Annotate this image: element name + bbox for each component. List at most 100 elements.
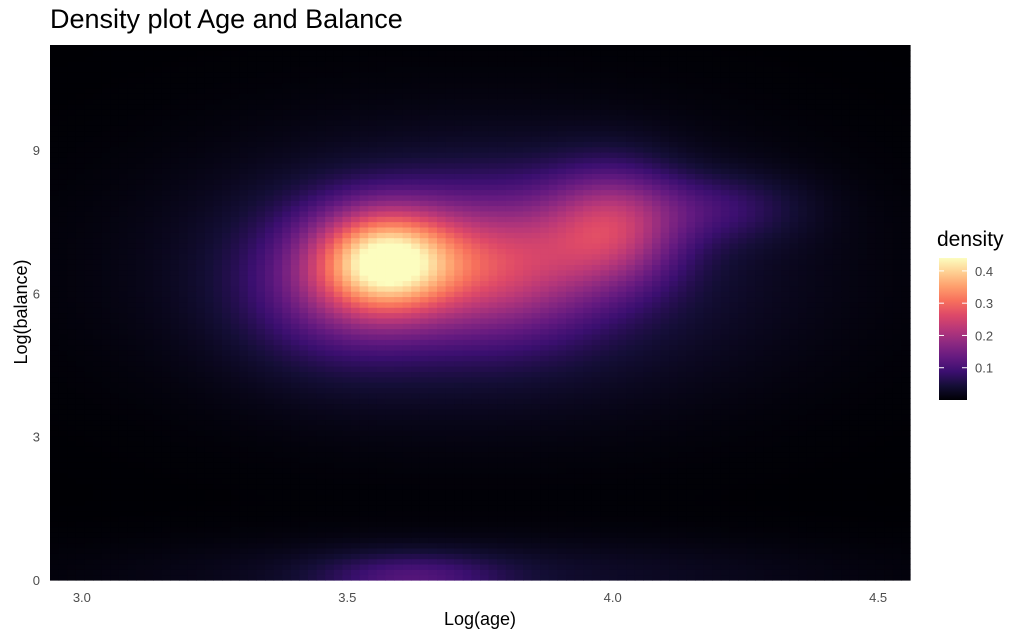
heatmap-tile bbox=[67, 505, 77, 512]
heatmap-tile bbox=[746, 526, 756, 533]
heatmap-tile bbox=[738, 510, 748, 517]
heatmap-tile bbox=[351, 478, 361, 485]
heatmap-tile bbox=[566, 499, 576, 506]
heatmap-tile bbox=[566, 542, 576, 549]
heatmap-tile bbox=[703, 521, 713, 528]
heatmap-tile bbox=[411, 414, 421, 421]
heatmap-tile bbox=[497, 505, 507, 512]
heatmap-tile bbox=[755, 435, 765, 442]
heatmap-tile bbox=[892, 489, 902, 495]
heatmap-tile bbox=[591, 435, 601, 442]
heatmap-tile bbox=[50, 360, 60, 367]
heatmap-tile bbox=[101, 563, 111, 570]
heatmap-tile bbox=[239, 403, 249, 410]
heatmap-tile bbox=[402, 349, 412, 356]
heatmap-tile bbox=[523, 505, 533, 512]
heatmap-tile bbox=[712, 563, 722, 570]
heatmap-tile bbox=[609, 494, 619, 501]
heatmap-tile bbox=[58, 317, 68, 324]
heatmap-tile bbox=[308, 467, 318, 474]
heatmap-tile bbox=[84, 349, 94, 356]
heatmap-tile bbox=[617, 424, 627, 431]
heatmap-tile bbox=[798, 499, 808, 506]
heatmap-tile bbox=[772, 462, 782, 469]
heatmap-tile bbox=[402, 462, 412, 469]
heatmap-tile bbox=[815, 366, 825, 372]
heatmap-tile bbox=[368, 419, 378, 426]
heatmap-tile bbox=[239, 387, 249, 394]
heatmap-tile bbox=[505, 563, 515, 570]
heatmap-tile bbox=[686, 558, 696, 565]
heatmap-tile bbox=[204, 569, 214, 576]
heatmap-tile bbox=[471, 537, 481, 544]
heatmap-tile bbox=[652, 328, 662, 335]
heatmap-tile bbox=[729, 467, 739, 474]
heatmap-tile bbox=[282, 531, 292, 538]
heatmap-tile bbox=[548, 387, 558, 394]
heatmap-tile bbox=[471, 440, 481, 447]
heatmap-tile bbox=[204, 440, 214, 447]
heatmap-tile bbox=[849, 408, 859, 415]
heatmap-tile bbox=[50, 355, 60, 362]
heatmap-tile bbox=[514, 494, 524, 501]
heatmap-tile bbox=[609, 344, 619, 351]
heatmap-tile bbox=[282, 339, 292, 346]
heatmap-tile bbox=[342, 430, 352, 437]
heatmap-tile bbox=[523, 553, 533, 560]
heatmap-tile bbox=[600, 483, 610, 490]
heatmap-tile bbox=[505, 344, 515, 351]
heatmap-tile bbox=[738, 344, 748, 351]
heatmap-tile bbox=[884, 440, 894, 447]
heatmap-tile bbox=[471, 494, 481, 501]
heatmap-tile bbox=[325, 349, 335, 356]
heatmap-tile bbox=[763, 387, 773, 394]
heatmap-tile bbox=[591, 424, 601, 431]
heatmap-tile bbox=[308, 360, 318, 367]
heatmap-tile bbox=[875, 547, 885, 554]
heatmap-tile bbox=[402, 430, 412, 437]
heatmap-tile bbox=[368, 489, 378, 495]
heatmap-tile bbox=[471, 467, 481, 474]
heatmap-tile bbox=[781, 478, 791, 485]
heatmap-tile bbox=[677, 553, 687, 560]
heatmap-tile bbox=[118, 569, 128, 576]
heatmap-tile bbox=[265, 537, 275, 544]
heatmap-tile bbox=[841, 467, 851, 474]
heatmap-tile bbox=[531, 312, 541, 319]
heatmap-tile bbox=[437, 494, 447, 501]
heatmap-tile bbox=[84, 333, 94, 340]
heatmap-tile bbox=[738, 473, 748, 479]
heatmap-tile bbox=[892, 558, 902, 565]
heatmap-tile bbox=[815, 344, 825, 351]
heatmap-tile bbox=[411, 569, 421, 576]
heatmap-tile bbox=[144, 446, 154, 453]
heatmap-tile bbox=[480, 456, 490, 463]
heatmap-tile bbox=[454, 563, 464, 570]
heatmap-tile bbox=[247, 414, 257, 421]
heatmap-tile bbox=[67, 542, 77, 549]
heatmap-tile bbox=[75, 456, 85, 463]
heatmap-tile bbox=[385, 558, 395, 565]
heatmap-tile bbox=[574, 323, 584, 330]
heatmap-tile bbox=[617, 462, 627, 469]
heatmap-tile bbox=[849, 392, 859, 399]
heatmap-tile bbox=[394, 462, 404, 469]
heatmap-tile bbox=[600, 312, 610, 319]
heatmap-tile bbox=[454, 382, 464, 388]
heatmap-tile bbox=[325, 435, 335, 442]
heatmap-tile bbox=[772, 440, 782, 447]
heatmap-tile bbox=[144, 333, 154, 340]
heatmap-tile bbox=[557, 366, 567, 372]
heatmap-tile bbox=[75, 333, 85, 340]
heatmap-tile bbox=[677, 414, 687, 421]
heatmap-tile bbox=[892, 510, 902, 517]
heatmap-tile bbox=[342, 505, 352, 512]
heatmap-tile bbox=[290, 371, 300, 378]
heatmap-tile bbox=[772, 494, 782, 501]
heatmap-tile bbox=[677, 547, 687, 554]
heatmap-tile bbox=[394, 558, 404, 565]
heatmap-tile bbox=[93, 414, 103, 421]
heatmap-tile bbox=[101, 558, 111, 565]
heatmap-tile bbox=[161, 547, 171, 554]
heatmap-tile bbox=[634, 328, 644, 335]
